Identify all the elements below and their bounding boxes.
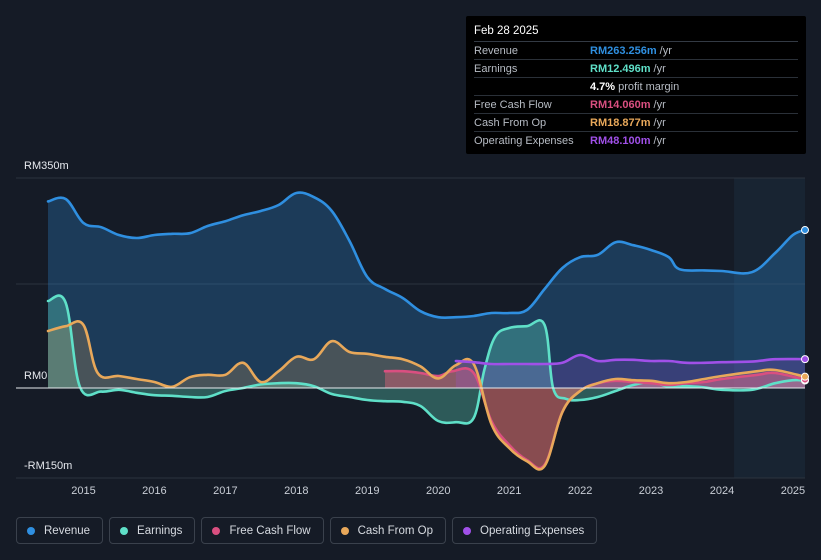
tooltip-value: RM263.256m xyxy=(590,44,657,57)
legend-item-earnings[interactable]: Earnings xyxy=(109,517,196,544)
x-tick-label: 2024 xyxy=(709,485,735,497)
tooltip-label: Free Cash Flow xyxy=(474,98,552,111)
series-end-dots xyxy=(801,226,809,385)
x-tick-label: 2023 xyxy=(638,485,664,497)
x-tick-label: 2019 xyxy=(355,485,380,497)
tooltip-unit: /yr xyxy=(659,44,672,57)
tooltip-value: RM18.877m xyxy=(590,116,651,129)
end-dot-cash-from-op xyxy=(801,372,809,381)
x-tick-label: 2020 xyxy=(425,485,451,497)
tooltip-row-earnings: Earnings RM12.496m /yr xyxy=(474,60,798,78)
tooltip-row-cash-from-op: Cash From Op RM18.877m /yr xyxy=(474,114,798,132)
y-tick-label-zero: RM0 xyxy=(24,370,48,382)
line-revenue xyxy=(46,191,807,320)
tooltip-label: Cash From Op xyxy=(474,116,547,129)
area-revenue xyxy=(48,192,805,388)
grid-lines xyxy=(16,177,805,479)
x-tick-label: 2016 xyxy=(142,485,167,497)
end-dot-operating-expenses xyxy=(801,355,809,364)
tooltip-value: RM12.496m xyxy=(590,62,651,75)
tooltip-value: RM14.060m xyxy=(590,98,651,111)
tooltip-unit: /yr xyxy=(653,98,666,111)
x-tick-label: 2025 xyxy=(780,485,806,497)
x-tick-label: 2018 xyxy=(284,485,309,497)
legend-dot-icon xyxy=(212,526,221,535)
tooltip-row-profit-margin: 4.7% profit margin xyxy=(474,78,798,96)
tooltip-unit: /yr xyxy=(653,116,666,129)
legend-dot-icon xyxy=(340,526,349,535)
legend-label: Revenue xyxy=(44,524,91,537)
tooltip-value: RM48.100m xyxy=(590,134,651,147)
area-earnings xyxy=(48,295,805,424)
end-dot-revenue xyxy=(801,226,809,235)
x-tick-label: 2017 xyxy=(213,485,238,497)
tooltip-row-revenue: Revenue RM263.256m /yr xyxy=(474,42,798,60)
line-operating-expenses xyxy=(454,353,807,366)
series-lines xyxy=(16,191,807,471)
line-cash-from-op xyxy=(46,320,807,471)
chart-legend: Revenue Earnings Free Cash Flow Cash Fro… xyxy=(16,517,598,544)
x-tick-label: 2015 xyxy=(71,485,96,497)
legend-item-revenue[interactable]: Revenue xyxy=(16,517,104,544)
legend-dot-icon xyxy=(463,526,472,535)
legend-label: Operating Expenses xyxy=(480,524,585,537)
tooltip-value: 4.7% xyxy=(590,80,616,93)
legend-dot-icon xyxy=(27,526,35,535)
tooltip-row-operating-expenses: Operating Expenses RM48.100m /yr xyxy=(474,132,798,149)
forecast-region xyxy=(734,178,805,478)
legend-label: Free Cash Flow xyxy=(229,524,311,537)
x-tick-label: 2022 xyxy=(567,485,593,497)
tooltip-panel: Feb 28 2025 Revenue RM263.256m /yr Earni… xyxy=(466,16,806,154)
y-tick-label-bottom: -RM150m xyxy=(24,460,73,472)
legend-label: Cash From Op xyxy=(357,524,434,537)
area-free-cash-flow xyxy=(385,368,805,469)
legend-dot-icon xyxy=(120,526,129,535)
y-tick-label-top: RM350m xyxy=(24,160,69,172)
tooltip-label: Earnings xyxy=(474,62,518,75)
tooltip-label: Revenue xyxy=(474,44,519,57)
legend-label: Earnings xyxy=(137,524,183,537)
legend-item-cash-from-op[interactable]: Cash From Op xyxy=(329,517,447,544)
tooltip-unit: profit margin xyxy=(618,80,680,93)
tooltip-label: Operating Expenses xyxy=(474,134,574,147)
x-tick-label: 2021 xyxy=(496,485,522,497)
tooltip-row-free-cash-flow: Free Cash Flow RM14.060m /yr xyxy=(474,96,798,114)
legend-item-free-cash-flow[interactable]: Free Cash Flow xyxy=(201,517,324,544)
tooltip-unit: /yr xyxy=(653,134,666,147)
legend-item-operating-expenses[interactable]: Operating Expenses xyxy=(452,517,598,544)
tooltip-date: Feb 28 2025 xyxy=(474,22,798,42)
tooltip-unit: /yr xyxy=(653,62,666,75)
